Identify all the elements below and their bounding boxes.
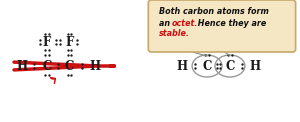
Text: F: F: [43, 36, 51, 49]
Text: F: F: [226, 36, 234, 49]
Text: Hence they are: Hence they are: [195, 19, 266, 27]
Text: F: F: [66, 36, 74, 49]
Text: F: F: [203, 36, 211, 49]
Text: C: C: [225, 60, 235, 72]
Text: H: H: [177, 60, 188, 72]
Text: H: H: [16, 60, 28, 72]
Text: H: H: [249, 60, 260, 72]
Text: C: C: [42, 60, 52, 72]
Text: octet.: octet.: [171, 19, 198, 27]
Text: stable.: stable.: [159, 30, 190, 39]
Text: C: C: [202, 60, 212, 72]
FancyArrowPatch shape: [50, 78, 55, 83]
Text: H: H: [89, 60, 100, 72]
FancyBboxPatch shape: [148, 0, 296, 52]
Text: C: C: [65, 60, 74, 72]
Text: Both carbon atoms form: Both carbon atoms form: [159, 7, 269, 16]
Text: an: an: [159, 19, 173, 27]
